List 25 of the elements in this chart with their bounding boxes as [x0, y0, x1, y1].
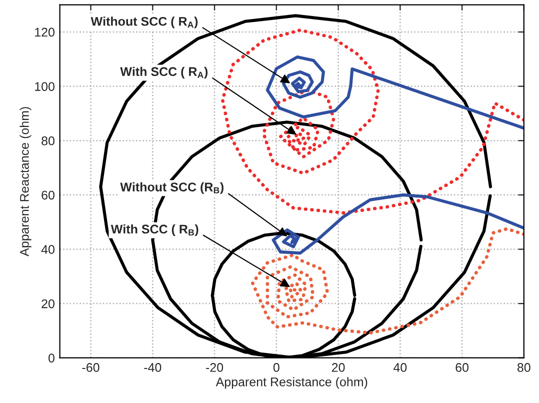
- x-tick-label: 40: [393, 363, 407, 372]
- y-tick-label: 0: [48, 354, 54, 363]
- y-tick-label: 80: [42, 136, 54, 146]
- annotation: With SCC ( R$_{A}$): [120, 66, 208, 79]
- x-tick-label: -60: [82, 363, 100, 372]
- y-tick-label: 60: [42, 190, 54, 200]
- x-tick-label: 0: [273, 363, 280, 372]
- y-tick-label: 100: [35, 82, 54, 91]
- x-axis-title: Apparent Resistance (ohm): [216, 377, 368, 389]
- x-tick-label: 80: [518, 363, 530, 372]
- y-tick-label: 40: [41, 245, 54, 254]
- line-series: [220, 28, 524, 215]
- line-series: [266, 55, 524, 130]
- y-axis-title: Apparent Reactance (ohm): [20, 107, 32, 256]
- annotation: With SCC ( R$_{B}$): [110, 224, 198, 236]
- x-tick-label: -20: [206, 363, 224, 372]
- x-tick-label: 20: [332, 363, 345, 372]
- annotation: Without SCC (R$_{B}$): [120, 182, 224, 194]
- y-tick-label: 20: [42, 299, 54, 308]
- y-tick-label: 120: [35, 28, 54, 37]
- x-tick-label: -40: [144, 363, 162, 372]
- annotation: Without SCC ( R$_{A}$): [90, 16, 198, 28]
- line-series: [272, 193, 524, 255]
- x-tick-label: 60: [456, 363, 468, 372]
- line-series: [250, 227, 524, 335]
